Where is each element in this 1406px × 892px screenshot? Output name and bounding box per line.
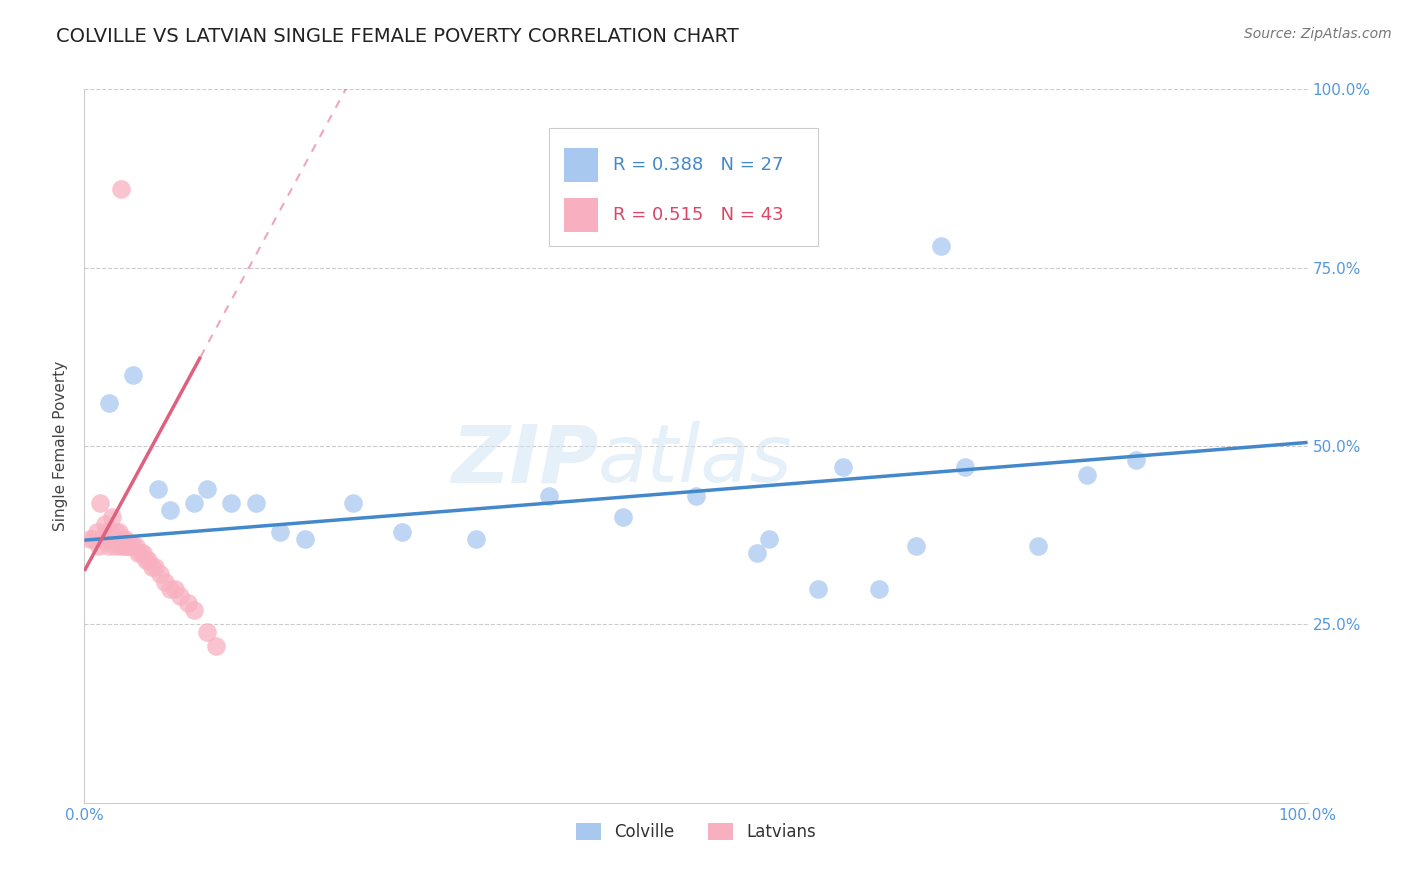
Point	[205, 639, 228, 653]
Point	[163, 582, 186, 596]
Point	[391, 524, 413, 539]
Point	[1125, 453, 1147, 467]
Point	[183, 603, 205, 617]
Point	[104, 539, 127, 553]
Point	[127, 546, 149, 560]
Point	[129, 546, 152, 560]
Text: ZIP: ZIP	[451, 421, 598, 500]
Point	[195, 482, 218, 496]
Point	[107, 524, 129, 539]
Point	[91, 532, 114, 546]
Point	[464, 532, 486, 546]
Point	[105, 524, 128, 539]
Point	[612, 510, 634, 524]
Point	[538, 489, 561, 503]
Point	[101, 510, 124, 524]
Point	[905, 539, 928, 553]
Text: atlas: atlas	[598, 421, 793, 500]
Point	[183, 496, 205, 510]
Point	[110, 532, 132, 546]
Legend: Colville, Latvians: Colville, Latvians	[569, 816, 823, 848]
Text: R = 0.388   N = 27: R = 0.388 N = 27	[613, 156, 783, 174]
Point	[115, 539, 138, 553]
Point	[159, 582, 181, 596]
Bar	[564, 148, 598, 182]
Point	[1028, 539, 1050, 553]
Text: COLVILLE VS LATVIAN SINGLE FEMALE POVERTY CORRELATION CHART: COLVILLE VS LATVIAN SINGLE FEMALE POVERT…	[56, 27, 740, 45]
Point	[143, 560, 166, 574]
Point	[120, 539, 142, 553]
Point	[141, 560, 163, 574]
Point	[100, 532, 122, 546]
Point	[195, 624, 218, 639]
Point	[929, 239, 952, 253]
Point	[758, 532, 780, 546]
Text: R = 0.515   N = 43: R = 0.515 N = 43	[613, 206, 783, 224]
Point	[96, 524, 118, 539]
Point	[685, 489, 707, 503]
Point	[146, 482, 169, 496]
Point	[136, 553, 159, 567]
Point	[87, 539, 110, 553]
Point	[98, 524, 121, 539]
Y-axis label: Single Female Poverty: Single Female Poverty	[53, 361, 69, 531]
Point	[86, 524, 108, 539]
Point	[105, 532, 128, 546]
Point	[114, 532, 136, 546]
Point	[112, 539, 135, 553]
Point	[94, 517, 117, 532]
Point	[89, 496, 111, 510]
Point	[132, 546, 155, 560]
Point	[122, 539, 145, 553]
Point	[831, 460, 853, 475]
Point	[82, 532, 104, 546]
Point	[159, 503, 181, 517]
Point	[807, 582, 830, 596]
Point	[125, 539, 148, 553]
Point	[122, 368, 145, 382]
Point	[245, 496, 267, 510]
Point	[869, 582, 891, 596]
Point	[169, 589, 191, 603]
Point	[149, 567, 172, 582]
Point	[110, 182, 132, 196]
Point	[135, 553, 157, 567]
Text: Source: ZipAtlas.com: Source: ZipAtlas.com	[1244, 27, 1392, 41]
Point	[97, 396, 120, 410]
Bar	[564, 198, 598, 232]
Point	[953, 460, 976, 475]
Point	[177, 596, 200, 610]
Point	[111, 532, 134, 546]
Point	[117, 539, 139, 553]
Point	[108, 539, 131, 553]
Point	[97, 539, 120, 553]
Point	[269, 524, 291, 539]
Bar	[550, 128, 818, 246]
Point	[342, 496, 364, 510]
Point	[79, 532, 101, 546]
Point	[153, 574, 176, 589]
Point	[219, 496, 242, 510]
Point	[294, 532, 316, 546]
Point	[747, 546, 769, 560]
Point	[1076, 467, 1098, 482]
